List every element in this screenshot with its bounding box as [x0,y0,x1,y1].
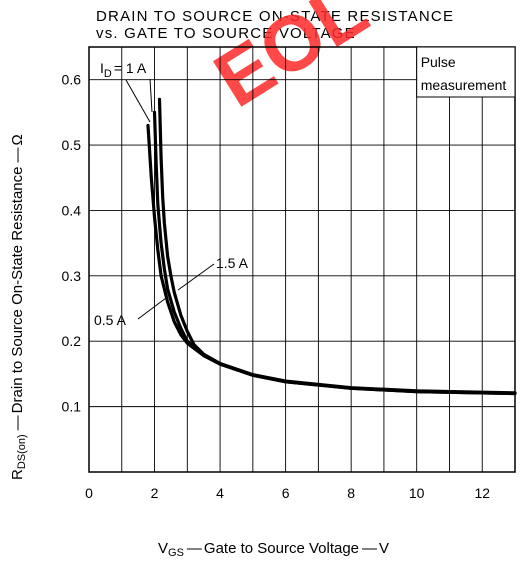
id-label-value: = 1 A [114,60,147,76]
x-axis-unit: V [379,540,389,557]
y-tick-label: 0.1 [62,399,82,415]
series-line-1a [152,110,517,396]
x-tick-label: 10 [409,485,425,501]
leader-1-5a [177,263,215,291]
y-axis-symbol: R [9,469,26,480]
y-tick-label: 0.3 [62,268,82,284]
x-axis-sub: GS [168,547,184,559]
x-tick-label: 6 [282,485,290,501]
x-axis-label: VGS — Gate to Source Voltage — V [158,540,389,559]
y-tick-label: 0.6 [62,72,82,88]
plot-frame [88,46,516,473]
x-tick-label: 2 [151,485,159,501]
x-tick-label: 12 [474,485,490,501]
chart-title-line1: DRAIN TO SOURCE ON-STATE RESISTANCE [96,8,454,25]
y-axis-label: RDS(on)—Drain to Source On-State Resista… [9,134,28,480]
y-axis-sub: DS(on) [16,434,28,469]
x-tick-label: 4 [216,485,224,501]
leader-0-5a [137,297,167,320]
label-1-5a: 1.5 A [216,255,249,271]
y-axis-text: Drain to Source On-State Resistance [9,167,26,414]
tick-labels: 0 2 4 6 8 10 12 0.1 0.2 0.3 0.4 0.5 0.6 [62,72,491,501]
x-tick-label: 0 [85,485,93,501]
id-label: ID = 1 A [100,60,147,80]
note-line2: measurement [421,77,507,93]
id-leader-2 [149,78,153,113]
id-label-prefix: I [100,60,104,76]
series-line-1.5a [157,97,517,395]
y-tick-label: 0.5 [62,137,82,153]
grid [89,47,515,472]
y-tick-label: 0.4 [62,202,82,218]
y-axis-unit: Ω [9,134,26,145]
note-line1: Pulse [421,54,456,70]
x-axis-symbol: V [158,540,168,557]
note-box [416,46,516,98]
id-label-sub: D [104,68,112,80]
id-leader-1 [125,79,151,123]
series-curves [146,97,517,396]
y-tick-label: 0.2 [62,333,82,349]
x-tick-label: 8 [347,485,355,501]
chart-title-line2: vs. GATE TO SOURCE VOLTAGE [96,25,356,42]
label-0-5a: 0.5 A [94,312,127,328]
x-axis-text: Gate to Source Voltage [204,540,359,557]
